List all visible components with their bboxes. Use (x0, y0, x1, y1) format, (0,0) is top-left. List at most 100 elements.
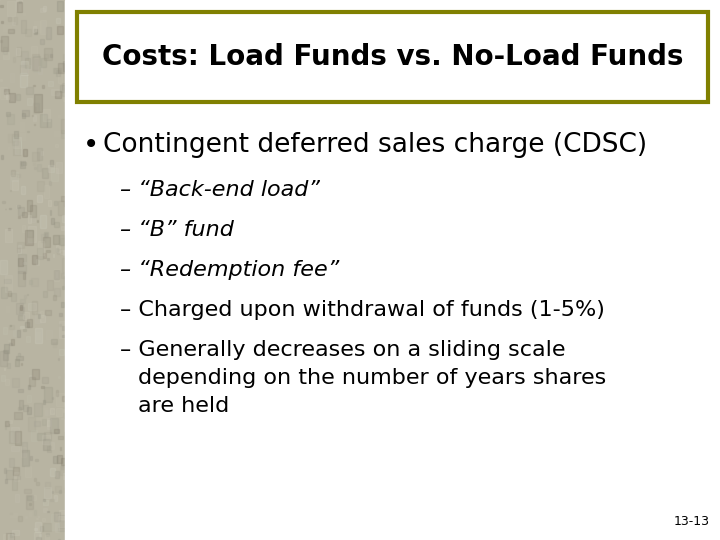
Bar (54, 429, 59, 433)
Bar (34, 510, 36, 515)
Bar (20, 305, 22, 310)
Bar (7, 114, 14, 124)
Bar (45, 535, 49, 540)
Bar (23, 248, 26, 254)
Bar (8, 534, 13, 540)
Bar (23, 14, 24, 15)
Bar (60, 249, 63, 254)
Bar (35, 522, 41, 532)
Bar (21, 447, 26, 457)
Bar (14, 472, 19, 481)
Bar (31, 46, 37, 56)
Bar (1, 21, 3, 23)
Bar (28, 303, 36, 309)
Bar (6, 112, 10, 116)
Bar (33, 26, 36, 32)
Bar (40, 314, 45, 322)
Bar (33, 115, 36, 121)
Bar (23, 329, 26, 331)
Bar (43, 253, 46, 259)
Bar (13, 57, 15, 62)
Bar (32, 301, 37, 314)
Bar (53, 68, 61, 73)
Bar (50, 468, 55, 476)
Bar (5, 229, 12, 242)
Bar (30, 512, 31, 516)
Bar (43, 238, 50, 247)
Bar (37, 66, 42, 74)
Bar (53, 295, 55, 300)
Bar (27, 496, 32, 501)
Bar (64, 201, 70, 206)
Bar (40, 215, 47, 228)
Bar (48, 420, 50, 427)
Bar (37, 181, 43, 191)
Bar (17, 205, 19, 208)
Bar (27, 395, 31, 402)
Bar (39, 535, 41, 537)
Bar (19, 216, 20, 218)
Bar (56, 248, 58, 252)
Bar (60, 467, 64, 469)
Bar (0, 79, 1, 82)
Bar (50, 160, 53, 166)
Bar (12, 293, 16, 301)
Bar (50, 218, 53, 224)
Bar (22, 442, 27, 451)
Bar (63, 61, 68, 71)
Bar (35, 32, 37, 33)
Bar (65, 488, 68, 492)
Bar (21, 20, 26, 33)
Bar (60, 447, 61, 450)
Bar (12, 530, 19, 535)
Bar (27, 294, 28, 295)
Bar (32, 152, 39, 161)
Bar (35, 107, 37, 110)
Bar (8, 340, 9, 341)
Bar (43, 5, 46, 11)
Bar (61, 326, 65, 330)
Bar (33, 163, 35, 165)
Bar (25, 58, 30, 68)
Bar (60, 85, 64, 92)
Bar (32, 495, 35, 500)
Bar (1, 375, 5, 381)
Bar (65, 275, 71, 289)
Bar (11, 170, 15, 176)
Bar (34, 421, 40, 426)
Bar (8, 228, 10, 230)
Bar (61, 458, 66, 465)
Bar (3, 350, 8, 360)
Bar (40, 311, 42, 317)
Bar (28, 226, 36, 242)
Bar (9, 134, 12, 143)
Bar (58, 313, 62, 316)
Bar (43, 439, 50, 450)
Bar (60, 418, 63, 420)
Bar (35, 478, 36, 481)
Bar (13, 330, 17, 335)
Bar (31, 278, 38, 286)
Text: – “Redemption fee”: – “Redemption fee” (120, 260, 339, 280)
Bar (58, 63, 64, 73)
Bar (40, 20, 46, 33)
Bar (18, 258, 22, 266)
Bar (43, 185, 50, 198)
Bar (18, 315, 24, 320)
Bar (53, 456, 58, 463)
Bar (63, 473, 66, 480)
Bar (27, 335, 30, 342)
Bar (34, 528, 37, 530)
Bar (45, 309, 51, 315)
Bar (26, 495, 33, 509)
Bar (0, 40, 1, 42)
Bar (56, 390, 58, 396)
Bar (4, 25, 11, 31)
Bar (62, 396, 66, 401)
Text: are held: are held (138, 396, 229, 416)
Bar (6, 363, 9, 368)
Bar (20, 161, 25, 168)
Bar (23, 262, 26, 264)
Bar (61, 118, 68, 133)
Bar (65, 154, 69, 162)
